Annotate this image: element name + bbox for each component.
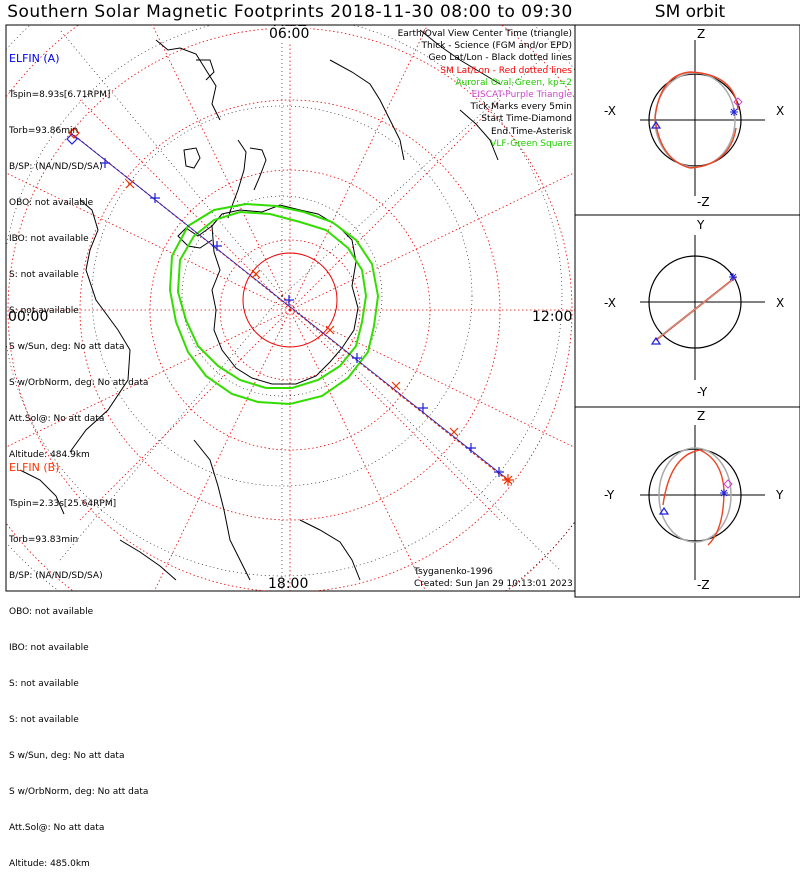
elfin-b-info: ELFIN (B) Tspin=2.33s[25.64RPM] Torb=93.… — [9, 437, 148, 882]
elfin-a-name: ELFIN (A) — [9, 52, 60, 65]
geo-grid — [6, 25, 575, 591]
elfin-a-line: B/SP: (NA/ND/SD/SA) — [9, 162, 103, 172]
orbit-yz-right: Y — [776, 488, 784, 502]
elfin-a-line: Tspin=8.93s[6.71RPM] — [9, 90, 111, 100]
orbit-xy-bottom: -Y — [697, 385, 708, 399]
orbit-xz-right: X — [776, 104, 785, 118]
orbit-title: SM orbit — [654, 2, 726, 22]
legend-item: Thick - Science (FGM and/or EPD) — [421, 41, 572, 52]
legend-item: Tick Marks every 5min — [470, 102, 572, 113]
orbit-panel-xy — [640, 235, 765, 380]
elfin-a-line: S w/OrbNorm, deg: No att data — [9, 378, 149, 388]
mlt-label-left: 00:00 — [8, 309, 49, 325]
orbit-yz-left: -Y — [604, 488, 615, 502]
orbit-xz-top: Z — [697, 27, 706, 41]
legend-item: Earth/Oval View Center Time (triangle) — [397, 29, 572, 39]
elfin-a-line: S: not available — [9, 306, 79, 316]
elfin-a-line: IBO: not available — [9, 234, 89, 244]
elfin-a-line: OBO: not available — [9, 198, 94, 208]
elfin-a-line: Torb=93.86min — [9, 126, 79, 136]
credit-model: Tsyganenko-1996 — [414, 567, 493, 577]
orbit-yz-top: Z — [697, 409, 706, 423]
credit-created: Created: Sun Jan 29 10:13:01 2023 — [414, 579, 573, 589]
start-diamond — [66, 127, 80, 145]
elfin-a-line: Altitude: 484.9km — [9, 450, 90, 460]
elfin-b-line: Tspin=2.33s[25.64RPM] — [9, 499, 117, 509]
orbit-xz-bottom: -Z — [697, 195, 710, 209]
polar-map — [6, 25, 575, 591]
orbit-xy-right: X — [776, 296, 785, 310]
orbit-yz-bottom: -Z — [697, 578, 710, 592]
track-ticks — [100, 158, 514, 486]
elfin-b-line: IBO: not available — [9, 643, 89, 653]
elfin-a-line: Att.Sol@: No att data — [9, 414, 105, 424]
elfin-b-line: B/SP: (NA/ND/SD/SA) — [9, 571, 103, 581]
legend-item: End Time-Asterisk — [490, 126, 572, 137]
legend: Earth/Oval View Center Time (triangle) T… — [398, 28, 572, 150]
elfin-b-line: OBO: not available — [9, 607, 94, 617]
legend-item: Auroral Oval-Green, kp=2 — [455, 77, 572, 88]
orbit-panels — [574, 24, 800, 598]
elfin-b-line: S w/OrbNorm, deg: No att data — [9, 787, 149, 797]
elfin-a-line: S: not available — [9, 270, 79, 280]
auroral-oval — [168, 202, 380, 406]
sm-lon-grid — [6, 25, 575, 591]
orbit-xy-top: Y — [697, 218, 705, 232]
elfin-a-info: ELFIN (A) Tspin=8.93s[6.71RPM] Torb=93.8… — [9, 28, 148, 473]
mlt-label-bottom: 18:00 — [268, 576, 309, 592]
legend-item: Geo Lat/Lon - Black dotted lines — [428, 53, 572, 64]
orbit-panel-yz — [640, 425, 765, 580]
mlt-label-top: 06:00 — [268, 26, 311, 42]
elfin-b-line: Torb=93.83min — [9, 535, 79, 545]
elfin-b-name: ELFIN (B) — [9, 461, 60, 474]
elfin-b-line: Att.Sol@: No att data — [9, 823, 105, 833]
elfin-a-line: S w/Sun, deg: No att data — [9, 342, 125, 352]
orbit-panel-xz — [640, 40, 765, 196]
legend-item: SM Lat/Lon - Red dotted lines — [440, 65, 572, 76]
elfin-a-track — [75, 136, 507, 479]
elfin-b-line: S: not available — [9, 715, 79, 725]
orbit-xz-left: -X — [604, 104, 616, 118]
mlt-label-right: 12:00 — [532, 309, 573, 325]
elfin-b-line: Altitude: 485.0km — [9, 859, 90, 869]
coastlines — [19, 29, 501, 581]
pole-circle — [242, 252, 338, 348]
legend-item: VLF-Green Square — [490, 138, 572, 149]
elfin-b-line: S: not available — [9, 679, 79, 689]
legend-item: Start Time-Diamond — [481, 114, 572, 125]
legend-item: EISCAT-Purple Triangle — [471, 90, 572, 101]
elfin-b-line: S w/Sun, deg: No att data — [9, 751, 125, 761]
orbit-xy-left: -X — [604, 296, 616, 310]
footprint-figure — [5, 24, 800, 598]
